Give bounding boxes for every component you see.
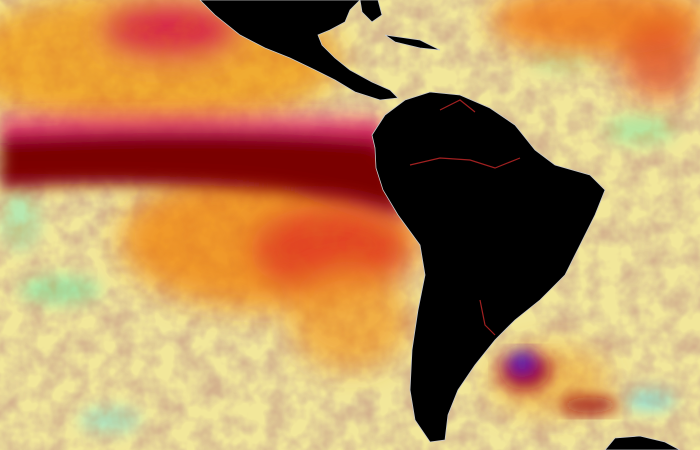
africa <box>604 435 681 450</box>
florida <box>359 0 383 23</box>
rivers <box>409 99 521 336</box>
cuba <box>384 34 441 51</box>
south-atlantic-anomaly <box>500 350 620 413</box>
south-america <box>371 91 606 443</box>
central-america <box>199 0 399 101</box>
land <box>199 0 681 450</box>
equatorial-band <box>0 103 410 230</box>
